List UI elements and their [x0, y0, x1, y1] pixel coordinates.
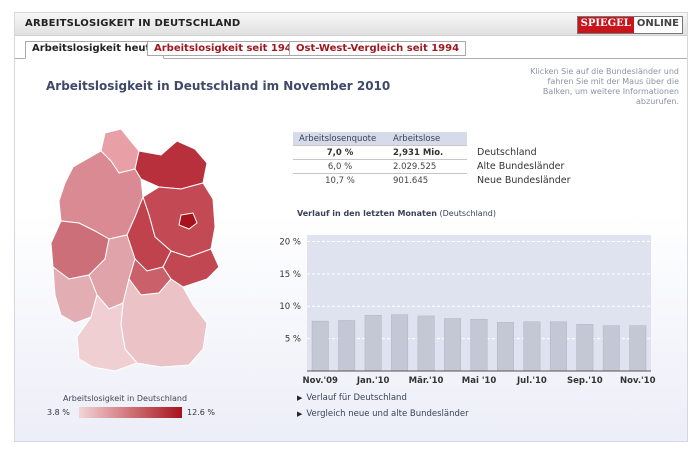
rate-cell: 10,7 % — [293, 173, 387, 187]
link-verlauf-deutschland[interactable]: ▶ Verlauf für Deutschland — [297, 393, 407, 403]
bar[interactable] — [549, 321, 567, 372]
x-tick-label: Jan.'10 — [356, 376, 390, 386]
chart-title-sub: (Deutschland) — [439, 209, 496, 218]
bar[interactable] — [391, 314, 409, 372]
x-tick-label: Nov.'09 — [302, 376, 338, 386]
state-sachsen[interactable] — [162, 248, 220, 288]
chart-title: Verlauf in den letzten Monaten (Deutschl… — [297, 209, 496, 218]
tab-arbeitslosigkeit-heute[interactable]: Arbeitslosigkeit heute — [25, 41, 165, 59]
bar[interactable] — [311, 320, 329, 372]
header-title: ARBEITSLOSIGKEIT IN DEUTSCHLAND — [25, 18, 241, 29]
stats-row: 10,7 % 901.645 Neue Bundesländer — [293, 173, 576, 187]
legend-color-scale — [79, 407, 182, 418]
bar[interactable] — [417, 315, 435, 372]
bar-chart: 5 % 10 % 15 % 20 % Nov.'09 Jan.'10 Mär.'10 Mai … — [279, 235, 656, 386]
region-label: Neue Bundesländer — [477, 174, 571, 186]
legend-min-label: 3.8 % — [47, 408, 70, 417]
region-label: Deutschland — [477, 147, 537, 158]
bar[interactable] — [444, 318, 461, 372]
page-title: Arbeitslosigkeit in Deutschland im Novem… — [46, 79, 391, 93]
link-vergleich-bundeslaender[interactable]: ▶ Vergleich neue und alte Bundesländer — [297, 409, 469, 419]
header-bar: ARBEITSLOSIGKEIT IN DEUTSCHLAND SPIEGEL … — [15, 13, 687, 36]
x-tick-label: Mär.'10 — [409, 376, 444, 386]
rate-cell: 6,0 % — [293, 159, 387, 174]
region-label: Alte Bundesländer — [477, 161, 565, 172]
spiegel-online-logo[interactable]: SPIEGEL ONLINE — [576, 16, 683, 34]
state-bayern[interactable] — [120, 277, 208, 368]
bar[interactable] — [523, 321, 541, 372]
y-tick-label: 15 % — [279, 270, 301, 280]
stats-row: 7,0 % 2,931 Mio. Deutschland — [293, 145, 576, 160]
count-cell: 2.029.525 — [387, 159, 467, 174]
count-cell: 2,931 Mio. — [387, 145, 467, 160]
rate-cell: 7,0 % — [293, 145, 387, 160]
legend-title: Arbeitslosigkeit in Deutschland — [63, 394, 188, 403]
count-cell: 901.645 — [387, 173, 467, 187]
bar[interactable] — [497, 322, 514, 372]
bar[interactable] — [470, 318, 488, 372]
instruction-hint: Klicken Sie auf die Bundesländer und fah… — [530, 67, 679, 106]
y-tick-label: 5 % — [285, 335, 301, 345]
x-tick-label: Sep.'10 — [567, 376, 603, 386]
y-tick-label: 10 % — [279, 302, 301, 312]
state-berlin[interactable] — [178, 212, 198, 230]
tab-ost-west-vergleich[interactable]: Ost-West-Vergleich seit 1994 — [289, 41, 467, 56]
widget-frame: ARBEITSLOSIGKEIT IN DEUTSCHLAND SPIEGEL … — [14, 12, 688, 442]
bar[interactable] — [338, 320, 356, 372]
state-baden-wuerttemberg[interactable] — [76, 293, 138, 372]
logo-spiegel: SPIEGEL — [577, 17, 634, 33]
germany-map — [50, 128, 220, 372]
triangle-right-icon: ▶ — [297, 394, 303, 402]
bar[interactable] — [629, 325, 647, 372]
stats-row: 6,0 % 2.029.525 Alte Bundesländer — [293, 159, 576, 174]
tab-bar: Arbeitslosigkeit heute Arbeitslosigkeit … — [15, 40, 687, 59]
logo-online: ONLINE — [633, 17, 682, 33]
stats-header-count: Arbeitslose — [387, 132, 467, 146]
x-tick-label: Mai '10 — [462, 376, 497, 386]
bar[interactable] — [364, 315, 382, 372]
bar[interactable] — [576, 324, 594, 372]
stats-table: Arbeitslosenquote Arbeitslose 7,0 % 2,93… — [293, 132, 576, 187]
x-tick-label: Jul.'10 — [516, 376, 547, 386]
link-label: Verlauf für Deutschland — [306, 393, 407, 403]
link-label: Vergleich neue und alte Bundesländer — [306, 409, 469, 419]
bar[interactable] — [602, 325, 620, 372]
triangle-right-icon: ▶ — [297, 410, 303, 418]
y-tick-label: 20 % — [279, 237, 301, 247]
x-tick-label: Nov.'10 — [620, 376, 656, 386]
chart-title-main: Verlauf in den letzten Monaten — [297, 209, 437, 218]
tab-arbeitslosigkeit-seit-1948[interactable]: Arbeitslosigkeit seit 1948 — [147, 41, 306, 56]
stats-header-rate: Arbeitslosenquote — [293, 132, 387, 146]
legend-max-label: 12.6 % — [187, 408, 215, 417]
state-mecklenburg-vorpommern[interactable] — [134, 140, 208, 190]
